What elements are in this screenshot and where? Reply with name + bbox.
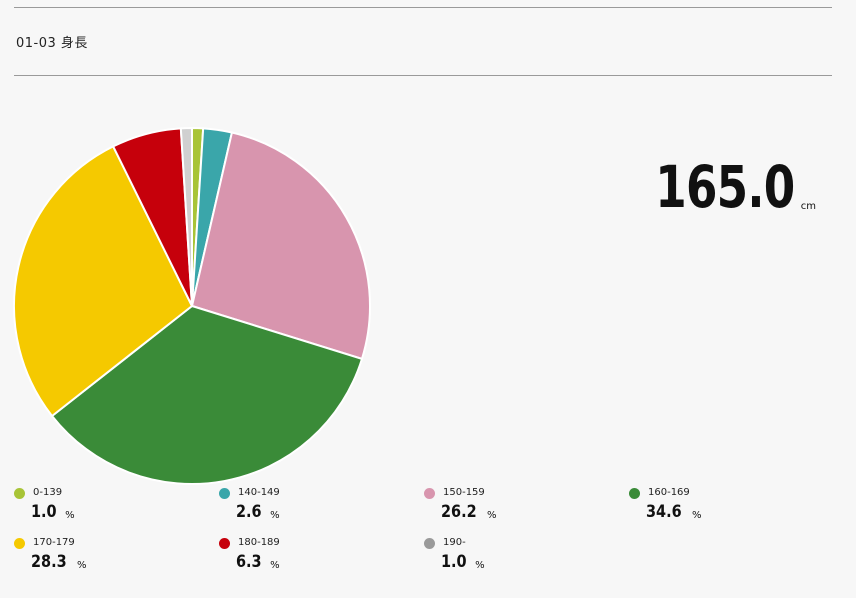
section-title: 01-03 身長 [16, 36, 88, 51]
pie-slice-190- [179, 126, 193, 307]
pie-slice-160-169 [50, 304, 364, 485]
legend-color-dot [219, 538, 230, 549]
legend-range-label: 160-169 [648, 487, 690, 498]
top-divider [14, 7, 832, 8]
legend-percent-unit: % [475, 560, 485, 571]
legend-color-dot [14, 538, 25, 549]
legend-color-dot [629, 488, 640, 499]
legend-item: 180-189 6.3% [219, 537, 424, 577]
legend-item: 140-149 2.6% [219, 487, 424, 527]
legend-color-dot [424, 488, 435, 499]
legend-item: 190- 1.0% [424, 537, 629, 577]
legend-color-dot [424, 538, 435, 549]
average-height: 165.0 cm [616, 158, 816, 216]
legend-percent-unit: % [65, 510, 75, 521]
legend-percent-unit: % [486, 510, 497, 521]
legend-value: 1.0% [441, 552, 485, 572]
legend-value: 26.2% [441, 502, 497, 522]
average-height-value: 165.0 [655, 153, 796, 221]
legend-percent-value: 1.0 [441, 552, 467, 572]
title-divider [14, 75, 832, 76]
legend-range-label: 150-159 [443, 487, 485, 498]
legend-range-label: 180-189 [238, 537, 280, 548]
legend-percent-value: 26.2 [441, 502, 477, 522]
legend-value: 6.3% [236, 552, 280, 572]
chart-legend: 0-139 1.0% 140-149 2.6% 150-159 26.2% 160-169 3… [14, 487, 834, 577]
legend-item: 150-159 26.2% [424, 487, 629, 527]
pie-slice-150-159 [190, 131, 371, 361]
legend-item: 170-179 28.3% [14, 537, 219, 577]
legend-percent-unit: % [270, 510, 280, 521]
legend-color-dot [14, 488, 25, 499]
legend-range-label: 190- [443, 537, 466, 548]
pie-slice-170-179 [13, 145, 194, 418]
legend-range-label: 0-139 [33, 487, 63, 498]
legend-percent-unit: % [76, 560, 87, 571]
legend-range-label: 140-149 [238, 487, 280, 498]
legend-range-label: 170-179 [33, 537, 75, 548]
legend-item: 0-139 1.0% [14, 487, 219, 527]
legend-item: 160-169 34.6% [629, 487, 834, 527]
legend-value: 1.0% [31, 502, 75, 522]
legend-percent-unit: % [270, 560, 280, 571]
legend-percent-value: 2.6 [236, 502, 262, 522]
average-height-unit: cm [800, 201, 816, 212]
height-pie-chart [13, 126, 371, 485]
legend-value: 28.3% [31, 552, 87, 572]
legend-percent-value: 6.3 [236, 552, 262, 572]
legend-value: 34.6% [646, 502, 702, 522]
legend-value: 2.6% [236, 502, 280, 522]
legend-percent-unit: % [691, 510, 702, 521]
legend-percent-value: 34.6 [646, 502, 682, 522]
legend-percent-value: 28.3 [31, 552, 67, 572]
legend-color-dot [219, 488, 230, 499]
legend-percent-value: 1.0 [31, 502, 57, 522]
